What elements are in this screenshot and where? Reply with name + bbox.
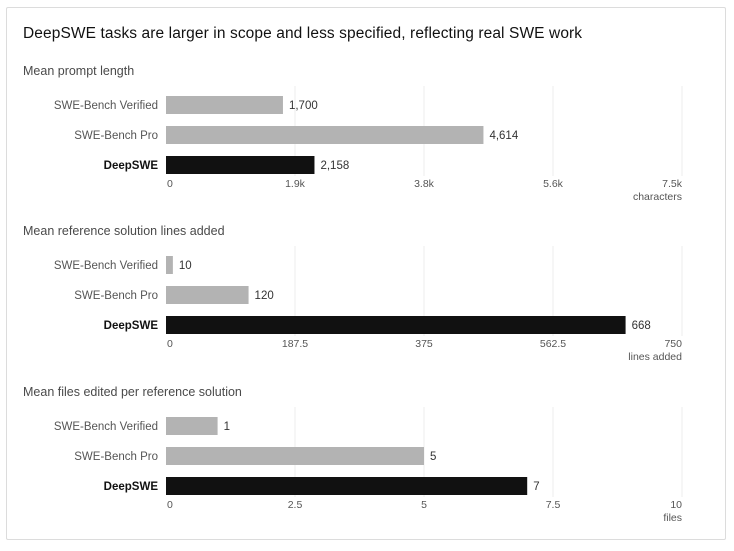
chart2-axis-label: lines added bbox=[628, 351, 682, 363]
chart1-bar-2 bbox=[166, 126, 484, 144]
chart3-value-label-3: 7 bbox=[533, 481, 539, 493]
chart2-category-label-1: SWE-Bench Verified bbox=[54, 260, 158, 272]
chart2-tick-label-0: 0 bbox=[167, 338, 173, 350]
chart1-tick-label-4: 7.5k bbox=[662, 178, 683, 190]
chart2-bar-2 bbox=[166, 286, 249, 304]
chart1-category-label-1: SWE-Bench Verified bbox=[54, 100, 158, 112]
chart3-bar-2 bbox=[166, 447, 424, 465]
chart3-subtitle: Mean files edited per reference solution bbox=[23, 385, 242, 399]
chart1-tick-label-1: 1.9k bbox=[285, 178, 306, 190]
chart1-tick-label-3: 5.6k bbox=[543, 178, 564, 190]
chart1-tick-label-2: 3.8k bbox=[414, 178, 435, 190]
chart3-tick-label-2: 5 bbox=[421, 499, 427, 511]
chart1-category-label-2: SWE-Bench Pro bbox=[74, 130, 158, 142]
chart1-category-label-3: DeepSWE bbox=[104, 160, 159, 172]
chart2-bar-3 bbox=[166, 316, 626, 334]
chart2-value-label-2: 120 bbox=[255, 290, 274, 302]
chart1-value-label-2: 4,614 bbox=[489, 130, 518, 142]
chart1-bar-3 bbox=[166, 156, 315, 174]
chart1-tick-label-0: 0 bbox=[167, 178, 173, 190]
chart2-category-label-3: DeepSWE bbox=[104, 320, 159, 332]
chart3-tick-label-0: 0 bbox=[167, 499, 173, 511]
chart3-tick-label-3: 7.5 bbox=[546, 499, 561, 511]
chart2-subtitle: Mean reference solution lines added bbox=[23, 224, 225, 238]
chart3-value-label-1: 1 bbox=[224, 421, 230, 433]
chart3-axis-label: files bbox=[663, 512, 682, 524]
chart3-value-label-2: 5 bbox=[430, 451, 436, 463]
chart3-bar-1 bbox=[166, 417, 218, 435]
chart2-category-label-2: SWE-Bench Pro bbox=[74, 290, 158, 302]
chart2-value-label-1: 10 bbox=[179, 260, 192, 272]
chart3-category-label-3: DeepSWE bbox=[104, 481, 159, 493]
chart1-value-label-3: 2,158 bbox=[320, 160, 349, 172]
chart2-value-label-3: 668 bbox=[632, 320, 651, 332]
chart3-category-label-1: SWE-Bench Verified bbox=[54, 421, 158, 433]
chart3-category-label-2: SWE-Bench Pro bbox=[74, 451, 158, 463]
chart-title: DeepSWE tasks are larger in scope and le… bbox=[23, 25, 583, 42]
chart2-bar-1 bbox=[166, 256, 173, 274]
chart1-bar-1 bbox=[166, 96, 283, 114]
chart2-tick-label-2: 375 bbox=[415, 338, 433, 350]
chart1-subtitle: Mean prompt length bbox=[23, 64, 134, 78]
chart3-tick-label-4: 10 bbox=[670, 499, 682, 511]
chart3-tick-label-1: 2.5 bbox=[288, 499, 303, 511]
chart2-tick-label-4: 750 bbox=[664, 338, 682, 350]
chart2-tick-label-1: 187.5 bbox=[282, 338, 308, 350]
chart1-value-label-1: 1,700 bbox=[289, 100, 318, 112]
chart2-tick-label-3: 562.5 bbox=[540, 338, 566, 350]
chart1-axis-label: characters bbox=[633, 191, 682, 203]
chart3-bar-3 bbox=[166, 477, 528, 495]
